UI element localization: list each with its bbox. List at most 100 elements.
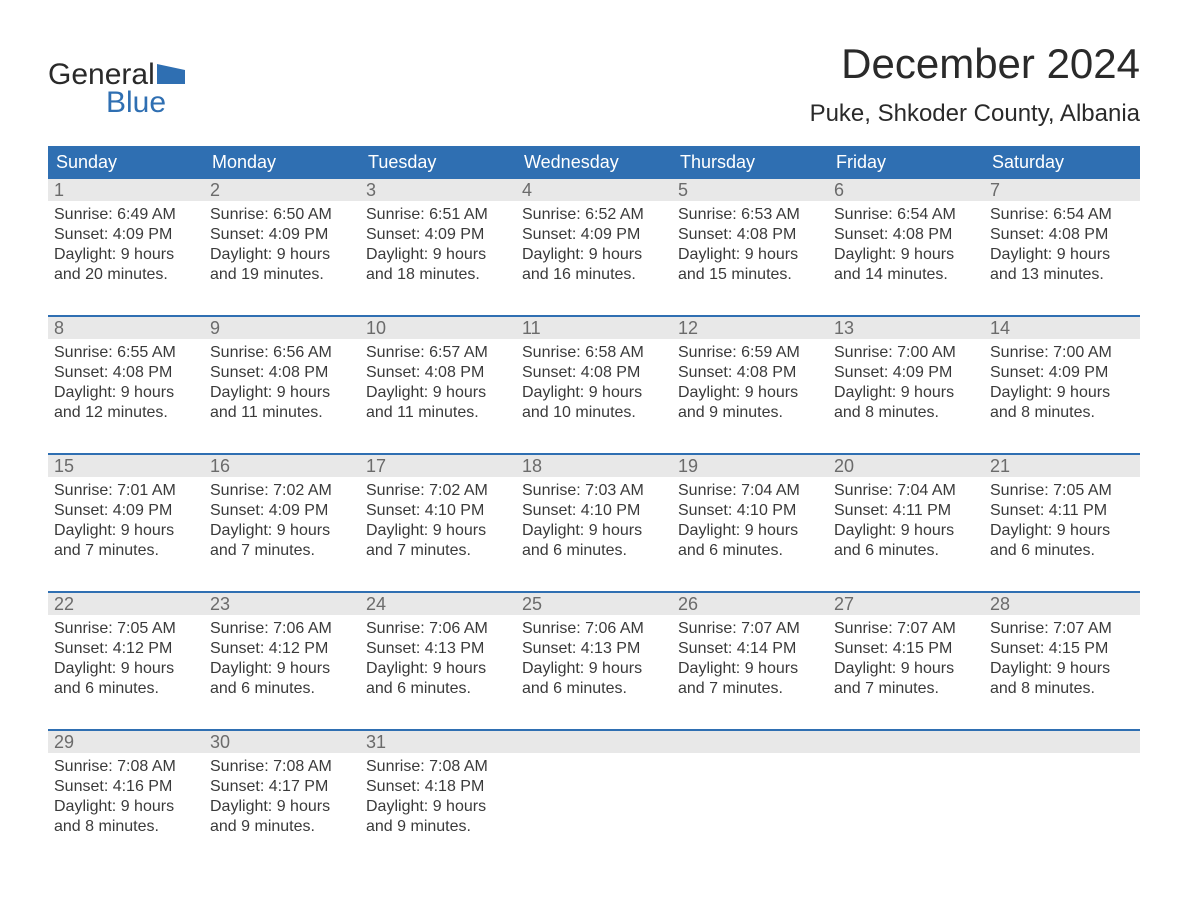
sunrise-line: Sunrise: 7:05 AM xyxy=(990,481,1134,501)
day-cell xyxy=(516,753,672,849)
day-number: 18 xyxy=(516,455,672,477)
daylight-line2: and 15 minutes. xyxy=(678,265,822,285)
daylight-line1: Daylight: 9 hours xyxy=(210,383,354,403)
sunrise-line: Sunrise: 7:07 AM xyxy=(834,619,978,639)
daylight-line2: and 9 minutes. xyxy=(210,817,354,837)
daylight-line2: and 6 minutes. xyxy=(990,541,1134,561)
daylight-line2: and 7 minutes. xyxy=(678,679,822,699)
sunset-line: Sunset: 4:08 PM xyxy=(366,363,510,383)
day-number: 7 xyxy=(984,179,1140,201)
day-number: 8 xyxy=(48,317,204,339)
daylight-line2: and 7 minutes. xyxy=(54,541,198,561)
sunset-line: Sunset: 4:16 PM xyxy=(54,777,198,797)
daylight-line2: and 6 minutes. xyxy=(834,541,978,561)
daylight-line1: Daylight: 9 hours xyxy=(990,521,1134,541)
day-cell: Sunrise: 7:04 AMSunset: 4:11 PMDaylight:… xyxy=(828,477,984,573)
daylight-line2: and 8 minutes. xyxy=(54,817,198,837)
daylight-line1: Daylight: 9 hours xyxy=(522,659,666,679)
day-cell: Sunrise: 6:54 AMSunset: 4:08 PMDaylight:… xyxy=(984,201,1140,297)
daycontent-row: Sunrise: 6:55 AMSunset: 4:08 PMDaylight:… xyxy=(48,339,1140,435)
sunset-line: Sunset: 4:09 PM xyxy=(210,501,354,521)
day-cell xyxy=(984,753,1140,849)
day-cell xyxy=(828,753,984,849)
day-cell: Sunrise: 7:06 AMSunset: 4:13 PMDaylight:… xyxy=(516,615,672,711)
daylight-line2: and 19 minutes. xyxy=(210,265,354,285)
day-number: 24 xyxy=(360,593,516,615)
daylight-line2: and 9 minutes. xyxy=(678,403,822,423)
sunset-line: Sunset: 4:08 PM xyxy=(834,225,978,245)
daynum-band: 293031 xyxy=(48,731,1140,753)
sunset-line: Sunset: 4:15 PM xyxy=(834,639,978,659)
day-cell: Sunrise: 6:57 AMSunset: 4:08 PMDaylight:… xyxy=(360,339,516,435)
day-number: 9 xyxy=(204,317,360,339)
sunrise-line: Sunrise: 7:02 AM xyxy=(210,481,354,501)
daylight-line1: Daylight: 9 hours xyxy=(210,521,354,541)
sunset-line: Sunset: 4:17 PM xyxy=(210,777,354,797)
day-cell: Sunrise: 6:51 AMSunset: 4:09 PMDaylight:… xyxy=(360,201,516,297)
sunset-line: Sunset: 4:09 PM xyxy=(210,225,354,245)
daylight-line1: Daylight: 9 hours xyxy=(990,245,1134,265)
header-row: General Blue December 2024 Puke, Shkoder… xyxy=(48,40,1140,128)
weekday-header: Wednesday xyxy=(516,146,672,179)
day-number: 30 xyxy=(204,731,360,753)
day-number: 1 xyxy=(48,179,204,201)
day-cell: Sunrise: 6:53 AMSunset: 4:08 PMDaylight:… xyxy=(672,201,828,297)
daylight-line2: and 6 minutes. xyxy=(366,679,510,699)
daylight-line1: Daylight: 9 hours xyxy=(522,521,666,541)
daylight-line2: and 11 minutes. xyxy=(366,403,510,423)
sunrise-line: Sunrise: 7:00 AM xyxy=(990,343,1134,363)
daylight-line2: and 6 minutes. xyxy=(54,679,198,699)
day-number xyxy=(672,731,828,753)
day-number: 27 xyxy=(828,593,984,615)
weekday-header: Saturday xyxy=(984,146,1140,179)
sunset-line: Sunset: 4:08 PM xyxy=(54,363,198,383)
daylight-line1: Daylight: 9 hours xyxy=(366,245,510,265)
sunset-line: Sunset: 4:14 PM xyxy=(678,639,822,659)
daylight-line2: and 8 minutes. xyxy=(990,679,1134,699)
day-cell: Sunrise: 7:03 AMSunset: 4:10 PMDaylight:… xyxy=(516,477,672,573)
day-number: 12 xyxy=(672,317,828,339)
daylight-line2: and 7 minutes. xyxy=(210,541,354,561)
sunrise-line: Sunrise: 7:08 AM xyxy=(366,757,510,777)
sunrise-line: Sunrise: 7:08 AM xyxy=(210,757,354,777)
day-cell: Sunrise: 7:00 AMSunset: 4:09 PMDaylight:… xyxy=(984,339,1140,435)
day-cell: Sunrise: 7:07 AMSunset: 4:15 PMDaylight:… xyxy=(828,615,984,711)
sunset-line: Sunset: 4:12 PM xyxy=(54,639,198,659)
sunrise-line: Sunrise: 7:06 AM xyxy=(366,619,510,639)
daycontent-row: Sunrise: 7:01 AMSunset: 4:09 PMDaylight:… xyxy=(48,477,1140,573)
day-number: 23 xyxy=(204,593,360,615)
sunset-line: Sunset: 4:15 PM xyxy=(990,639,1134,659)
day-cell: Sunrise: 7:08 AMSunset: 4:17 PMDaylight:… xyxy=(204,753,360,849)
sunset-line: Sunset: 4:10 PM xyxy=(522,501,666,521)
day-cell: Sunrise: 7:07 AMSunset: 4:15 PMDaylight:… xyxy=(984,615,1140,711)
weekday-header: Thursday xyxy=(672,146,828,179)
daylight-line2: and 13 minutes. xyxy=(990,265,1134,285)
day-number: 20 xyxy=(828,455,984,477)
sunrise-line: Sunrise: 7:08 AM xyxy=(54,757,198,777)
daylight-line2: and 10 minutes. xyxy=(522,403,666,423)
week-row: 1234567Sunrise: 6:49 AMSunset: 4:09 PMDa… xyxy=(48,179,1140,297)
day-cell: Sunrise: 7:06 AMSunset: 4:12 PMDaylight:… xyxy=(204,615,360,711)
daylight-line1: Daylight: 9 hours xyxy=(990,659,1134,679)
location-subtitle: Puke, Shkoder County, Albania xyxy=(810,100,1140,128)
day-cell: Sunrise: 7:02 AMSunset: 4:10 PMDaylight:… xyxy=(360,477,516,573)
day-cell: Sunrise: 7:07 AMSunset: 4:14 PMDaylight:… xyxy=(672,615,828,711)
week-row: 15161718192021Sunrise: 7:01 AMSunset: 4:… xyxy=(48,453,1140,573)
sunset-line: Sunset: 4:12 PM xyxy=(210,639,354,659)
daynum-band: 22232425262728 xyxy=(48,593,1140,615)
sunrise-line: Sunrise: 7:06 AM xyxy=(522,619,666,639)
sunset-line: Sunset: 4:08 PM xyxy=(522,363,666,383)
sunset-line: Sunset: 4:08 PM xyxy=(990,225,1134,245)
daynum-band: 891011121314 xyxy=(48,317,1140,339)
day-number: 16 xyxy=(204,455,360,477)
brand-word2: Blue xyxy=(106,86,166,120)
daylight-line2: and 6 minutes. xyxy=(522,679,666,699)
sunrise-line: Sunrise: 6:55 AM xyxy=(54,343,198,363)
day-cell: Sunrise: 6:54 AMSunset: 4:08 PMDaylight:… xyxy=(828,201,984,297)
sunrise-line: Sunrise: 7:06 AM xyxy=(210,619,354,639)
sunrise-line: Sunrise: 7:05 AM xyxy=(54,619,198,639)
day-cell: Sunrise: 7:04 AMSunset: 4:10 PMDaylight:… xyxy=(672,477,828,573)
sunrise-line: Sunrise: 7:03 AM xyxy=(522,481,666,501)
weekday-header: Tuesday xyxy=(360,146,516,179)
sunrise-line: Sunrise: 6:56 AM xyxy=(210,343,354,363)
